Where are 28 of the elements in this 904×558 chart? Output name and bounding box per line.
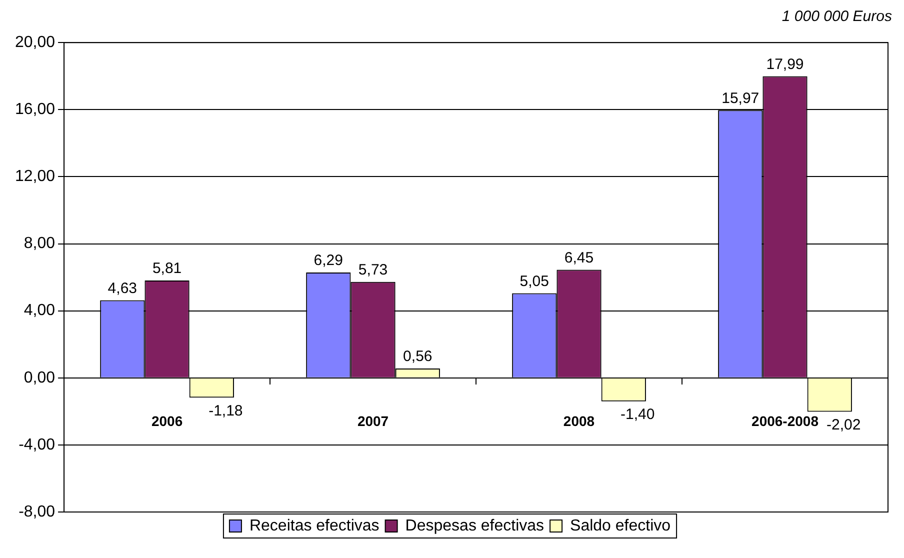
y-tick-label: 0,00: [24, 369, 56, 386]
y-tick-label: 8,00: [24, 235, 56, 252]
y-tick-label: 12,00: [14, 168, 56, 186]
y-tick-label: 20,00: [14, 34, 56, 52]
data-label: 17,99: [766, 56, 804, 73]
x-tick-label: 2007: [357, 413, 389, 430]
y-tick-label: -8,00: [18, 503, 56, 520]
data-label: 0,56: [403, 348, 432, 366]
data-label: 5,73: [358, 261, 388, 278]
data-label: 15,97: [722, 90, 760, 107]
data-label: 6,29: [314, 252, 343, 270]
x-tick-label: 2006-2008: [752, 413, 819, 430]
data-label: 6,45: [564, 249, 594, 266]
data-label: 5,05: [520, 272, 549, 290]
y-tick-label: 4,00: [24, 302, 56, 320]
data-label: 4,63: [108, 280, 138, 297]
data-label: 5,81: [152, 260, 182, 278]
legend-label: Despesas efectivas: [405, 517, 544, 534]
y-tick-label: 16,00: [14, 101, 56, 118]
data-label: -1,18: [208, 402, 243, 420]
x-tick-label: 2006: [151, 413, 183, 430]
legend-label: Saldo efectivo: [570, 517, 671, 534]
y-tick-label: -4,00: [18, 436, 56, 454]
legend-label: Receitas efectivas: [249, 517, 380, 534]
data-label: -1,40: [620, 406, 655, 423]
text: 1 000 000 Euros: [780, 8, 893, 27]
x-tick-label: 2008: [563, 413, 595, 430]
data-label: -2,02: [826, 416, 861, 434]
